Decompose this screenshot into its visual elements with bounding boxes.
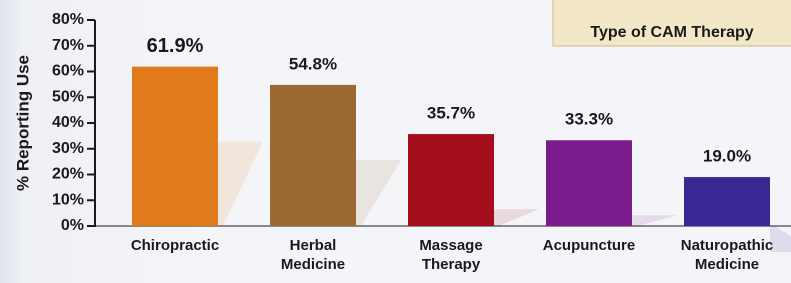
y-tick-label: 70% bbox=[52, 37, 84, 54]
value-label: 54.8% bbox=[289, 54, 337, 73]
bar bbox=[546, 140, 632, 226]
x-tick-label: Acupuncture bbox=[534, 236, 644, 255]
bar-shadow bbox=[632, 215, 677, 226]
x-tick-label: Herbal Medicine bbox=[258, 236, 368, 274]
y-tick-label: 30% bbox=[52, 140, 84, 157]
value-label: 19.0% bbox=[703, 147, 751, 166]
x-tick-label: Massage Therapy bbox=[396, 236, 506, 274]
y-label: % Reporting Use bbox=[13, 55, 32, 191]
y-tick-label: 60% bbox=[52, 63, 84, 80]
y-tick-label: 0% bbox=[61, 217, 84, 234]
value-label: 61.9% bbox=[147, 35, 204, 57]
bar-shadow bbox=[494, 209, 539, 226]
bar bbox=[684, 177, 770, 226]
y-tick-label: 20% bbox=[52, 166, 84, 183]
value-label: 35.7% bbox=[427, 104, 475, 123]
bar bbox=[270, 85, 356, 226]
chart: Type of CAM Therapy % Reporting Use 0% 10… bbox=[0, 0, 791, 283]
x-tick-label: Chiropractic bbox=[120, 236, 230, 255]
y-tick-label: 40% bbox=[52, 114, 84, 131]
x-label: Type of CAM Therapy bbox=[590, 24, 753, 41]
bar-shadow bbox=[218, 142, 263, 226]
value-label: 33.3% bbox=[565, 110, 613, 129]
x-tick-label: Naturopathic Medicine bbox=[672, 236, 782, 274]
bar-shadow bbox=[356, 160, 401, 226]
bar bbox=[408, 134, 494, 226]
bar bbox=[132, 67, 218, 226]
y-tick-label: 80% bbox=[52, 11, 84, 28]
y-tick-label: 50% bbox=[52, 88, 84, 105]
y-tick-label: 10% bbox=[52, 191, 84, 208]
